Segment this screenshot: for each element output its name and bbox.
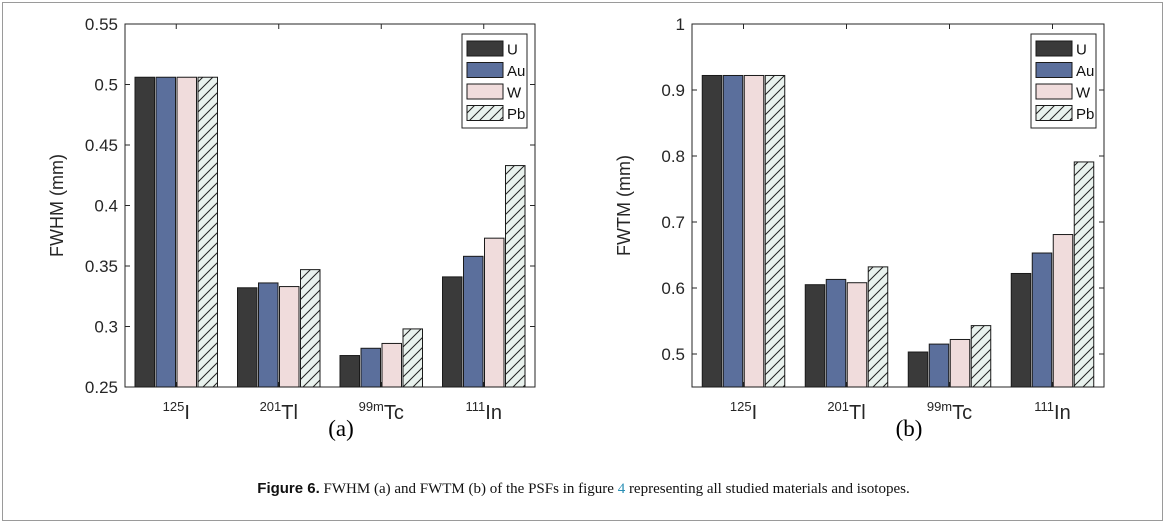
legend-label: Pb [507, 106, 525, 123]
chart-fwhm: 0.25 0.3 0.35 0.4 0.45 0.5 0.55 FWHM (mm) 125I 20… [0, 0, 560, 420]
bar-w [382, 343, 402, 387]
bar-pb [971, 326, 991, 387]
legend-label: W [507, 85, 522, 102]
bar-au [929, 344, 949, 387]
bar-w [1053, 235, 1073, 387]
bar-u [1011, 273, 1031, 387]
legend-swatch-w [467, 84, 503, 99]
bar-u [702, 75, 722, 387]
legend-label: U [507, 42, 518, 59]
bar-au [1032, 253, 1052, 387]
bar-au [723, 75, 743, 387]
bar-au [259, 283, 279, 387]
bar-pb [301, 270, 321, 387]
bar-w [280, 287, 300, 387]
bar-au [361, 348, 381, 387]
legend-swatch-pb [1036, 106, 1072, 121]
bar-pb [403, 329, 423, 387]
bar-au [464, 256, 484, 387]
legend-swatch-u [467, 41, 503, 56]
legend-label: W [1076, 85, 1091, 102]
bar-w [177, 77, 197, 387]
bar-pb [198, 77, 218, 387]
y-tick-label: 0.3 [94, 318, 118, 337]
panel-label-a: (a) [301, 416, 381, 442]
legend-swatch-au [1036, 63, 1072, 78]
legend-swatch-au [467, 63, 503, 78]
legend-label: Au [1076, 63, 1094, 80]
bar-u [443, 277, 463, 387]
bar-u [908, 352, 928, 387]
legend-label: Pb [1076, 106, 1094, 123]
bar-pb [506, 166, 526, 387]
y-tick-label: 0.25 [85, 378, 118, 397]
bar-w [744, 75, 764, 387]
caption-text-1: FWHM (a) and FWTM (b) of the PSFs in fig… [320, 481, 618, 497]
y-tick-label: 0.5 [94, 76, 118, 95]
y-tick-label: 0.7 [661, 213, 685, 232]
y-tick-label: 0.5 [661, 345, 685, 364]
legend-label: Au [507, 63, 525, 80]
x-tick-label: 201Tl [827, 399, 865, 420]
legend-swatch-u [1036, 41, 1072, 56]
bar-pb [1074, 162, 1094, 387]
y-tick-label: 1 [676, 15, 685, 34]
legend-swatch-pb [467, 106, 503, 121]
x-tick-label: 125I [730, 399, 757, 420]
bar-pb [868, 267, 888, 387]
x-tick-label: 125I [163, 399, 190, 420]
caption-prefix: Figure 6. [257, 480, 320, 497]
y-tick-label: 0.4 [94, 197, 118, 216]
bar-w [847, 283, 867, 387]
y-axis-label: FWHM (mm) [47, 154, 67, 257]
legend-swatch-w [1036, 84, 1072, 99]
caption-text-2: representing all studied materials and i… [625, 481, 910, 497]
x-tick-label: 201Tl [260, 399, 298, 420]
bar-u [805, 285, 825, 387]
bar-u [135, 77, 155, 387]
y-axis-label: FWTM (mm) [614, 155, 634, 256]
y-tick-label: 0.9 [661, 81, 685, 100]
bar-w [485, 238, 505, 387]
panel-label-b: (b) [869, 416, 949, 442]
bar-pb [765, 75, 785, 387]
y-tick-label: 0.55 [85, 15, 118, 34]
x-tick-label: 111In [466, 399, 502, 420]
y-tick-label: 0.35 [85, 257, 118, 276]
y-tick-label: 0.45 [85, 136, 118, 155]
legend-label: U [1076, 42, 1087, 59]
bar-u [340, 356, 360, 387]
figure-caption: Figure 6. FWHM (a) and FWTM (b) of the P… [0, 480, 1167, 498]
bar-au [826, 279, 846, 387]
bar-w [950, 339, 970, 387]
y-tick-label: 0.8 [661, 147, 685, 166]
x-tick-label: 111In [1034, 399, 1070, 420]
bar-au [156, 77, 176, 387]
y-tick-label: 0.6 [661, 279, 685, 298]
bar-u [238, 288, 258, 387]
